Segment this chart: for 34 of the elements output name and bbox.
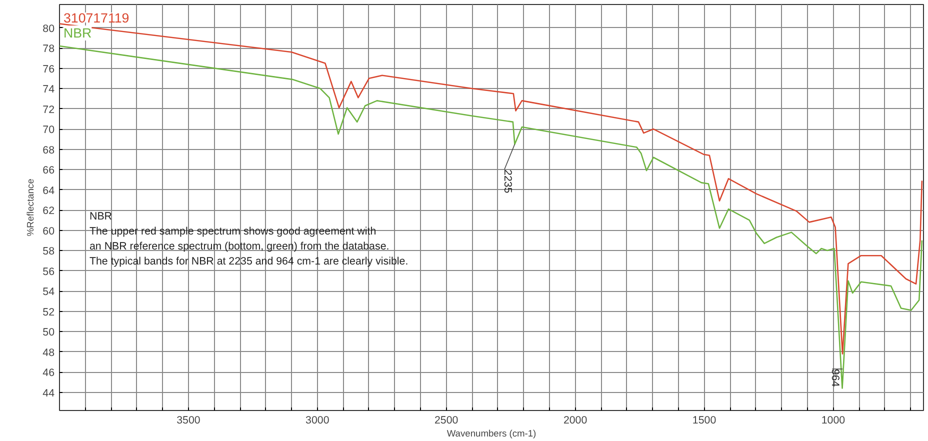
series-label: 310717119 [64,10,130,26]
y-tick-label: 54 [42,286,55,298]
y-tick-label: 76 [42,63,55,76]
y-tick-label: 56 [42,266,55,278]
y-tick-label: 74 [42,84,55,96]
y-tick-label: 80 [42,22,55,35]
x-axis-title: Wavenumbers (cm-1) [446,428,536,438]
line-series [60,23,923,354]
annotation: 964 [829,368,842,387]
y-tick-label: 58 [42,246,55,258]
x-tick-label: 2000 [563,414,588,426]
y-tick-label: 72 [42,104,55,116]
annotation: 2235 [501,170,514,194]
x-tick-label: 3500 [176,414,200,426]
y-tick-label: 46 [42,367,55,380]
y-tick-label: 66 [42,164,55,177]
line-series [60,45,923,389]
y-tick-label: 62 [42,205,55,218]
series-label: NBR [64,26,92,40]
y-tick-label: 78 [42,43,55,56]
y-tick-label: 44 [42,387,55,400]
annotation: NBR The upper red sample spectrum shows good agreement with an NBR reference spectrum (bottom, green) from the database. The typical bands for NBR at 2235 and 964 cm-1 are clearly visible. [90,210,408,268]
x-tick-label: 1000 [821,414,846,426]
y-tick-label: 70 [42,124,55,136]
y-tick-label: 68 [42,144,55,156]
x-tick-label: 3000 [306,414,330,426]
y-tick-label: 48 [42,346,55,359]
y-tick-label: 50 [42,326,55,339]
y-axis-title: %Reflectance [26,178,36,236]
y-tick-label: 60 [42,225,55,238]
x-tick-label: 2500 [434,414,458,426]
y-tick-label: 52 [42,306,55,318]
y-tick-label: 64 [42,184,55,197]
x-tick-label: 1500 [692,414,716,426]
